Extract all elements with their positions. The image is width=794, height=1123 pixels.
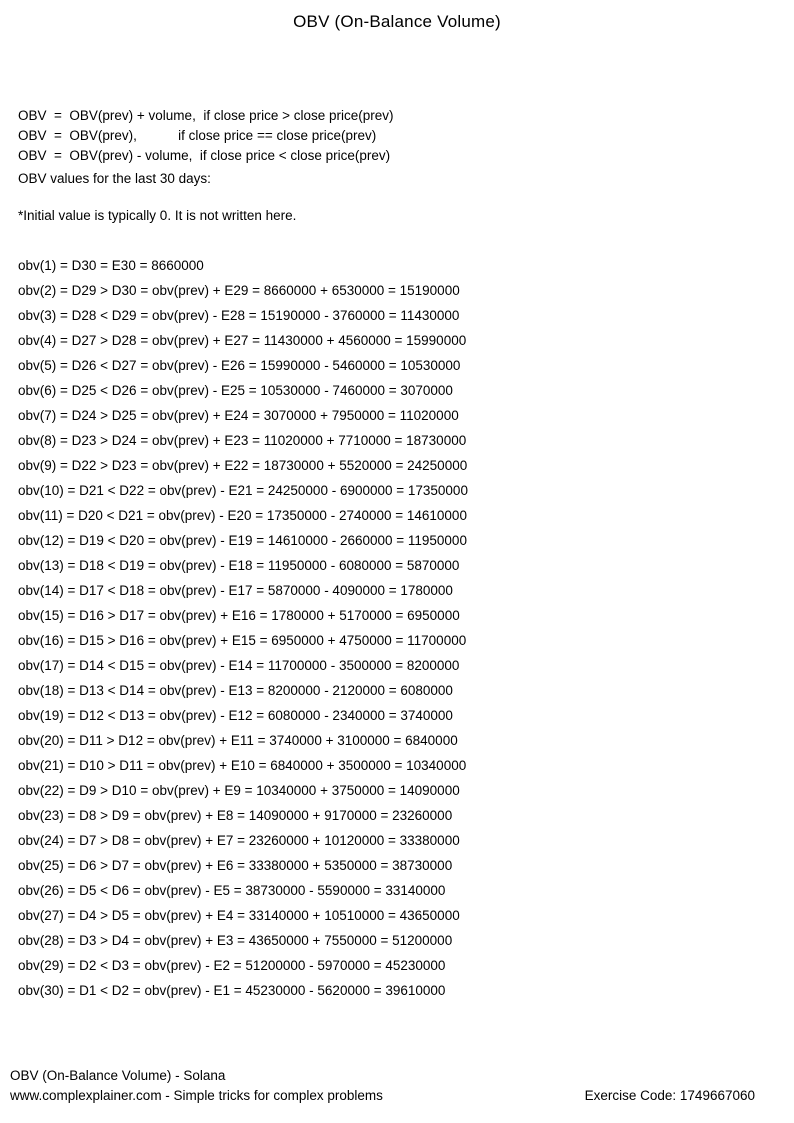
obv-calculation-line: obv(17) = D14 < D15 = obv(prev) - E14 = …	[18, 658, 460, 673]
footer: OBV (On-Balance Volume) - Solana www.com…	[10, 1066, 383, 1106]
obv-calculation-line: obv(20) = D11 > D12 = obv(prev) + E11 = …	[18, 733, 458, 748]
obv-calculation-line: obv(19) = D12 < D13 = obv(prev) - E12 = …	[18, 708, 453, 723]
exercise-code: Exercise Code: 1749667060	[584, 1088, 755, 1103]
obv-calculation-line: obv(6) = D25 < D26 = obv(prev) - E25 = 1…	[18, 383, 453, 398]
obv-values-heading: OBV values for the last 30 days:	[18, 171, 211, 186]
footer-website: www.complexplainer.com - Simple tricks f…	[10, 1088, 383, 1103]
formula-block: OBV = OBV(prev) + volume, if close price…	[18, 66, 394, 266]
obv-calculation-line: obv(22) = D9 > D10 = obv(prev) + E9 = 10…	[18, 783, 460, 798]
obv-calculation-line: obv(21) = D10 > D11 = obv(prev) + E10 = …	[18, 758, 467, 773]
obv-calculation-line: obv(15) = D16 > D17 = obv(prev) + E16 = …	[18, 608, 460, 623]
obv-calculation-line: obv(25) = D6 > D7 = obv(prev) + E6 = 333…	[18, 858, 453, 873]
obv-calculation-list: obv(1) = D30 = E30 = 8660000 obv(2) = D29…	[18, 203, 468, 1053]
obv-calculation-line: obv(3) = D28 < D29 = obv(prev) - E28 = 1…	[18, 308, 460, 323]
obv-calculation-line: obv(7) = D24 > D25 = obv(prev) + E24 = 3…	[18, 408, 459, 423]
page-title: OBV (On-Balance Volume)	[293, 12, 501, 31]
obv-calculation-line: obv(1) = D30 = E30 = 8660000	[18, 258, 204, 273]
footer-title: OBV (On-Balance Volume) - Solana	[10, 1068, 226, 1083]
obv-calculation-line: obv(24) = D7 > D8 = obv(prev) + E7 = 232…	[18, 833, 460, 848]
obv-calculation-line: obv(2) = D29 > D30 = obv(prev) + E29 = 8…	[18, 283, 460, 298]
obv-calculation-line: obv(13) = D18 < D19 = obv(prev) - E18 = …	[18, 558, 460, 573]
formula-line: OBV = OBV(prev) + volume, if close price…	[18, 108, 394, 123]
obv-calculation-line: obv(11) = D20 < D21 = obv(prev) - E20 = …	[18, 508, 467, 523]
obv-calculation-line: obv(18) = D13 < D14 = obv(prev) - E13 = …	[18, 683, 453, 698]
obv-calculation-line: obv(4) = D27 > D28 = obv(prev) + E27 = 1…	[18, 333, 467, 348]
obv-calculation-line: obv(10) = D21 < D22 = obv(prev) - E21 = …	[18, 483, 468, 498]
obv-calculation-line: obv(23) = D8 > D9 = obv(prev) + E8 = 140…	[18, 808, 453, 823]
obv-calculation-line: obv(16) = D15 > D16 = obv(prev) + E15 = …	[18, 633, 467, 648]
formula-line: OBV = OBV(prev), if close price == close…	[18, 128, 377, 143]
obv-calculation-line: obv(28) = D3 > D4 = obv(prev) + E3 = 436…	[18, 933, 453, 948]
obv-calculation-line: obv(5) = D26 < D27 = obv(prev) - E26 = 1…	[18, 358, 461, 373]
obv-calculation-line: obv(27) = D4 > D5 = obv(prev) + E4 = 331…	[18, 908, 460, 923]
obv-calculation-line: obv(14) = D17 < D18 = obv(prev) - E17 = …	[18, 583, 453, 598]
obv-calculation-line: obv(12) = D19 < D20 = obv(prev) - E19 = …	[18, 533, 467, 548]
obv-calculation-line: obv(9) = D22 > D23 = obv(prev) + E22 = 1…	[18, 458, 468, 473]
formula-line: OBV = OBV(prev) - volume, if close price…	[18, 148, 391, 163]
initial-value-note: *Initial value is typically 0. It is not…	[18, 208, 297, 223]
obv-calculation-line: obv(29) = D2 < D3 = obv(prev) - E2 = 512…	[18, 958, 446, 973]
obv-calculation-line: obv(26) = D5 < D6 = obv(prev) - E5 = 387…	[18, 883, 446, 898]
obv-calculation-line: obv(30) = D1 < D2 = obv(prev) - E1 = 452…	[18, 983, 446, 998]
obv-calculation-line: obv(8) = D23 > D24 = obv(prev) + E23 = 1…	[18, 433, 467, 448]
